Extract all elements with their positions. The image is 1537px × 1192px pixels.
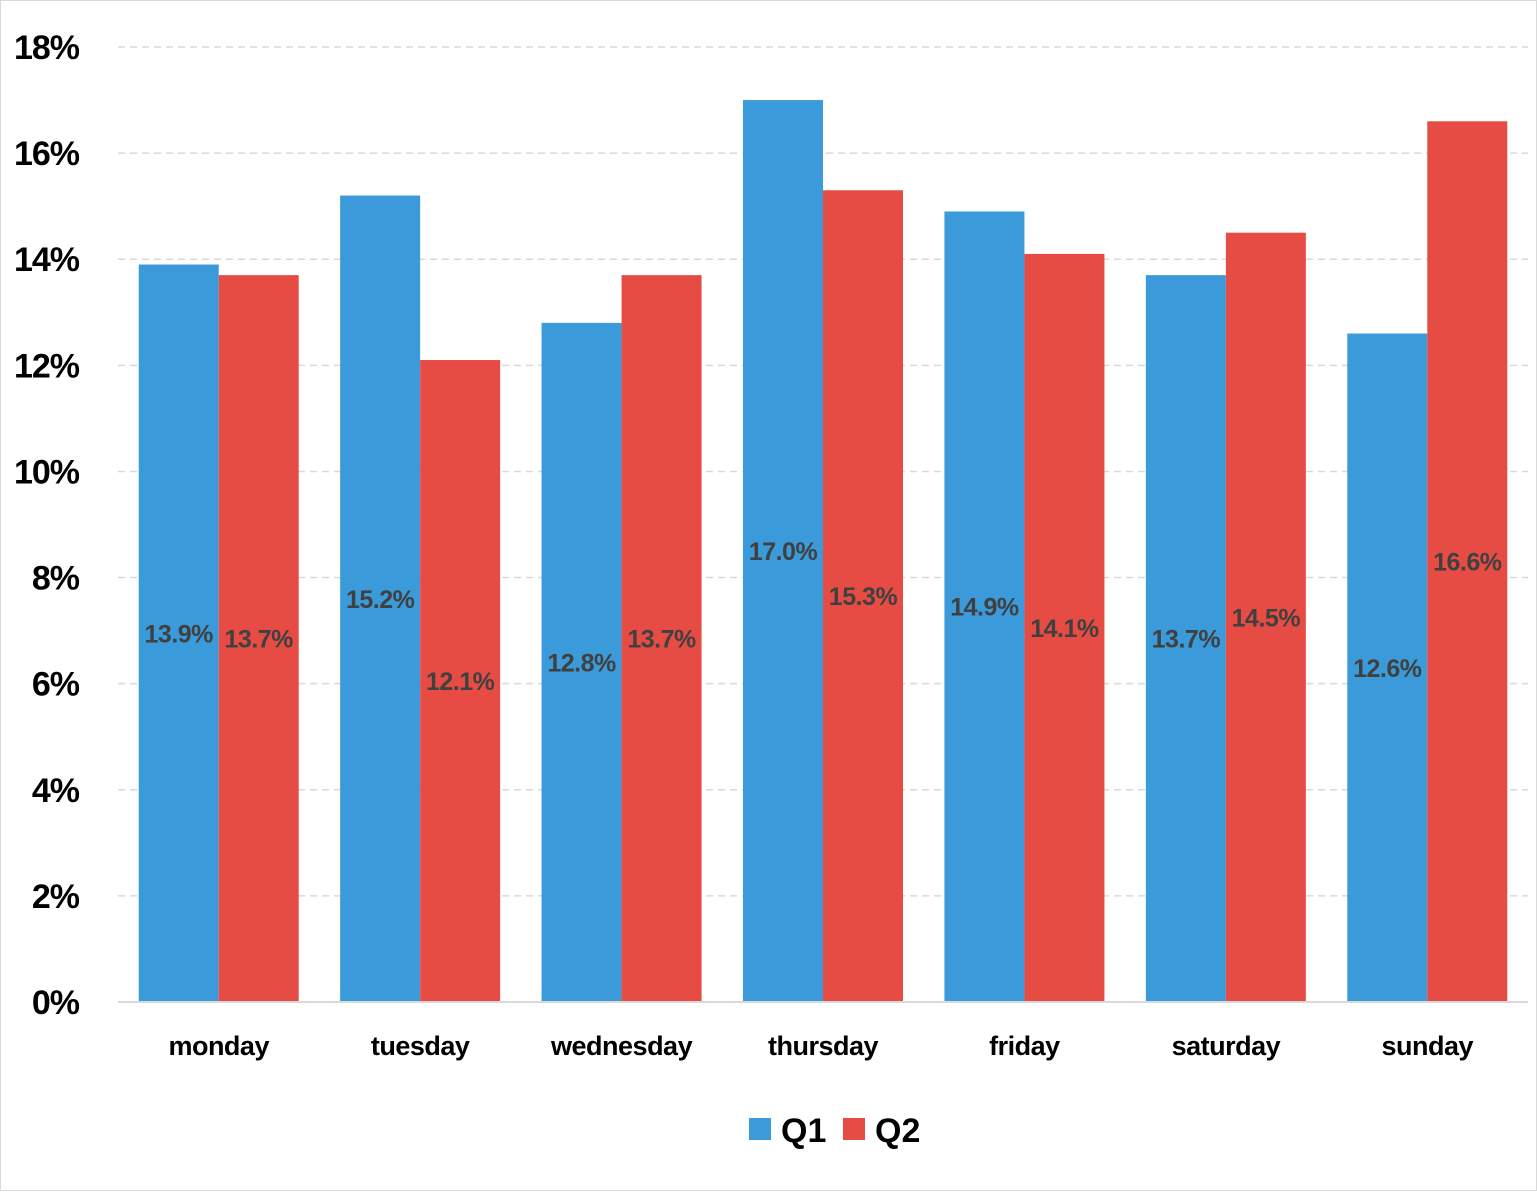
y-axis-ticks: 0% 2% 4% 6% 8% 10% 12% 14% 16% 18% [14, 29, 81, 1022]
data-label-q1-friday: 14.9% [950, 594, 1019, 622]
y-tick-label: 16% [14, 135, 80, 173]
bar-q1-thursday[interactable] [743, 100, 823, 1003]
x-axis-categories: monday tuesday wednesday thursday friday satu… [168, 1031, 1474, 1061]
x-category-label: tuesday [371, 1031, 470, 1061]
data-labels: 13.9% 13.7% 15.2% 12.1% 12.8% 13.7% 17.0% 15.3%… [145, 538, 1503, 696]
y-tick-label: 12% [14, 347, 80, 385]
y-tick-label: 2% [32, 878, 80, 916]
bar-q1-tuesday[interactable] [340, 195, 421, 1003]
bar-q1-wednesday[interactable] [541, 322, 622, 1002]
data-label-q2-tuesday: 12.1% [426, 668, 495, 696]
data-label-q1-tuesday: 15.2% [346, 586, 415, 614]
y-tick-label: 6% [32, 666, 80, 704]
bar-q2-sunday[interactable] [1427, 121, 1508, 1003]
data-label-q1-sunday: 12.6% [1353, 655, 1422, 683]
legend[interactable]: Q1 Q2 [749, 1112, 920, 1150]
bar-q1-saturday[interactable] [1145, 275, 1226, 1002]
bar-q1-monday[interactable] [138, 264, 219, 1002]
data-label-q2-thursday: 15.3% [829, 583, 898, 611]
bar-q2-thursday[interactable] [823, 190, 903, 1002]
y-tick-label: 0% [32, 984, 80, 1022]
data-label-q1-saturday: 13.7% [1152, 626, 1221, 654]
x-category-label: friday [989, 1031, 1060, 1061]
x-category-label: sunday [1382, 1031, 1474, 1061]
bar-q2-tuesday[interactable] [420, 360, 501, 1002]
data-label-q2-saturday: 14.5% [1232, 604, 1301, 632]
y-tick-label: 8% [32, 560, 80, 598]
bar-q2-saturday[interactable] [1225, 232, 1306, 1002]
y-tick-label: 14% [14, 241, 80, 279]
bar-q2-friday[interactable] [1024, 253, 1105, 1002]
bar-q1-friday[interactable] [944, 211, 1025, 1002]
y-tick-label: 10% [14, 453, 80, 491]
bar-q2-monday[interactable] [218, 275, 299, 1002]
legend-label-q2: Q2 [875, 1112, 920, 1150]
legend-swatch-q2 [843, 1118, 865, 1140]
data-label-q2-monday: 13.7% [225, 626, 294, 654]
x-category-label: wednesday [550, 1031, 693, 1061]
data-label-q1-wednesday: 12.8% [547, 649, 616, 677]
data-label-q2-wednesday: 13.7% [627, 626, 696, 654]
bar-q1-sunday[interactable] [1347, 333, 1428, 1003]
y-tick-label: 4% [32, 772, 80, 810]
x-category-label: thursday [768, 1031, 879, 1061]
bar-q2-wednesday[interactable] [621, 275, 702, 1002]
x-category-label: saturday [1172, 1031, 1281, 1061]
y-tick-label: 18% [14, 29, 80, 67]
data-label-q2-sunday: 16.6% [1433, 549, 1502, 577]
x-category-label: monday [168, 1031, 269, 1061]
legend-swatch-q1 [749, 1118, 771, 1140]
data-label-q2-friday: 14.1% [1030, 615, 1099, 643]
bars [138, 100, 1508, 1003]
data-label-q1-monday: 13.9% [145, 620, 214, 648]
legend-label-q1: Q1 [781, 1112, 826, 1150]
data-label-q1-thursday: 17.0% [749, 538, 818, 566]
